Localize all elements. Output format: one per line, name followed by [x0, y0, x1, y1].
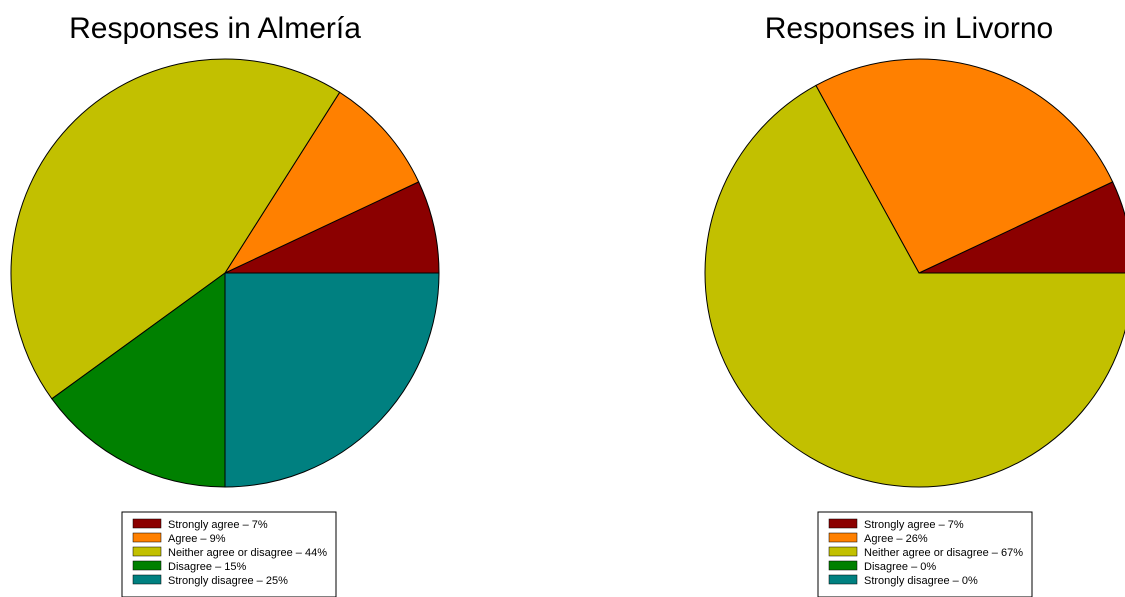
legend-label: Strongly disagree – 25%	[168, 575, 288, 587]
legend-label: Neither agree or disagree – 44%	[168, 547, 327, 559]
legend-swatch	[132, 518, 162, 529]
legend-label: Strongly disagree – 0%	[864, 575, 978, 587]
legend-label: Agree – 26%	[864, 533, 928, 545]
pie-slice-agree	[223, 91, 420, 275]
chart-almeria: Responses in Almería Strongly agree – 7%…	[10, 12, 440, 597]
pie-slice-neither-agree-or-disagree	[704, 84, 1125, 488]
chart-livorno: Responses in Livorno Strongly agree – 7%…	[704, 12, 1125, 597]
legend-almeria: Strongly agree – 7% Agree – 9% Neither a…	[121, 511, 337, 597]
legend-swatch	[828, 574, 858, 585]
legend-swatch	[828, 546, 858, 557]
legend-label: Strongly agree – 7%	[168, 519, 268, 531]
legend-swatch	[132, 574, 162, 585]
pie-slice-disagree	[51, 272, 226, 488]
legend-swatch	[132, 546, 162, 557]
legend-items: Strongly agree – 7% Agree – 9% Neither a…	[132, 518, 327, 587]
legend-swatch	[132, 560, 162, 571]
legend-swatch	[828, 532, 858, 543]
pie-livorno	[704, 58, 1125, 488]
legend-swatch	[132, 532, 162, 543]
legend-label: Strongly agree – 7%	[864, 519, 964, 531]
legend-items: Strongly agree – 7% Agree – 26% Neither …	[828, 518, 1023, 587]
pie-slice-neither-agree-or-disagree	[10, 58, 341, 400]
legend-livorno: Strongly agree – 7% Agree – 26% Neither …	[817, 511, 1033, 597]
chart-title-livorno: Responses in Livorno	[765, 12, 1054, 45]
legend-label: Agree – 9%	[168, 533, 226, 545]
pie-almeria	[10, 58, 440, 488]
chart-title-almeria: Responses in Almería	[69, 12, 361, 45]
legend-label: Disagree – 15%	[168, 561, 246, 573]
legend-swatch	[828, 560, 858, 571]
pie-slice-strongly-disagree	[224, 272, 440, 488]
legend-label: Disagree – 0%	[864, 561, 936, 573]
legend-label: Neither agree or disagree – 67%	[864, 547, 1023, 559]
legend-swatch	[828, 518, 858, 529]
